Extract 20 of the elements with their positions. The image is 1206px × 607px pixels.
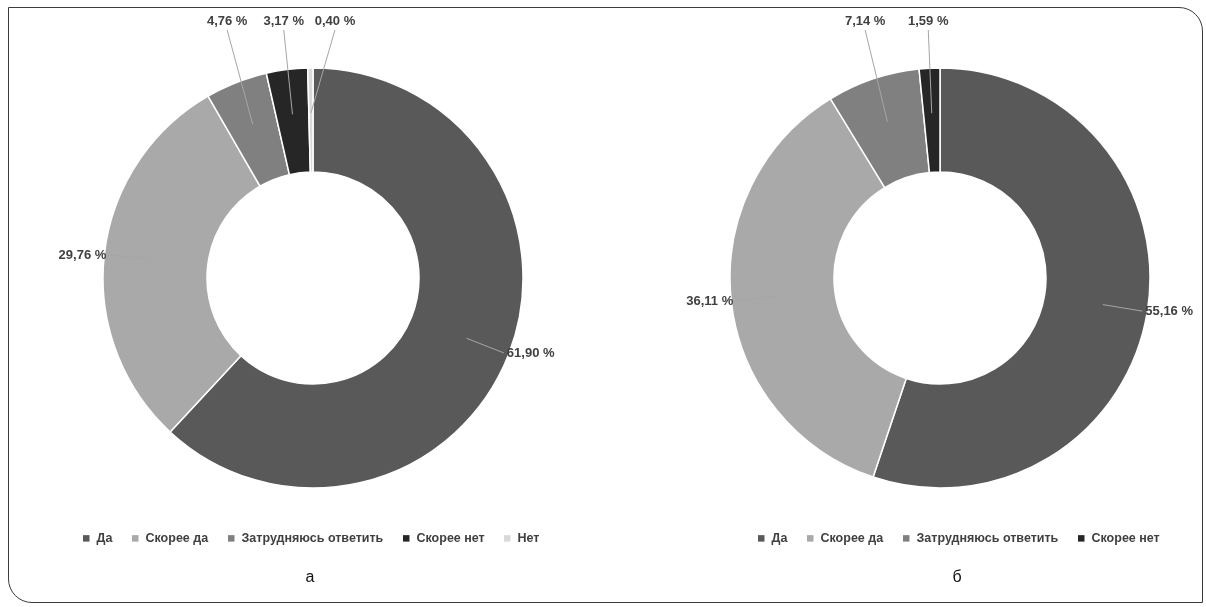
- legend-label: Затрудняюсь ответить: [241, 531, 384, 546]
- data-label: 36,11 %: [686, 292, 734, 308]
- legend-label: Скорее да: [145, 531, 210, 546]
- text: б: [952, 568, 962, 585]
- legend-label: Нет: [517, 531, 540, 546]
- data-label: 3,17 %: [263, 13, 305, 28]
- legend-label: Да: [771, 531, 789, 546]
- legend-label: Скорее нет: [416, 531, 485, 546]
- data-label: 1,59 %: [908, 13, 949, 28]
- text: а: [305, 568, 315, 585]
- data-label: 0,40 %: [314, 13, 356, 28]
- data-label: 29,76 %: [58, 247, 107, 263]
- data-label: 7,14 %: [844, 13, 886, 28]
- legend-label: Да: [96, 531, 114, 546]
- legend-label: Скорее нет: [1091, 531, 1160, 546]
- legend-label: Затрудняюсь ответить: [916, 531, 1059, 546]
- data-label: 4,76 %: [206, 13, 248, 28]
- data-label: 61,90 %: [506, 344, 555, 360]
- data-label: 55,16 %: [1145, 303, 1194, 319]
- legend-label: Скорее да: [820, 531, 885, 546]
